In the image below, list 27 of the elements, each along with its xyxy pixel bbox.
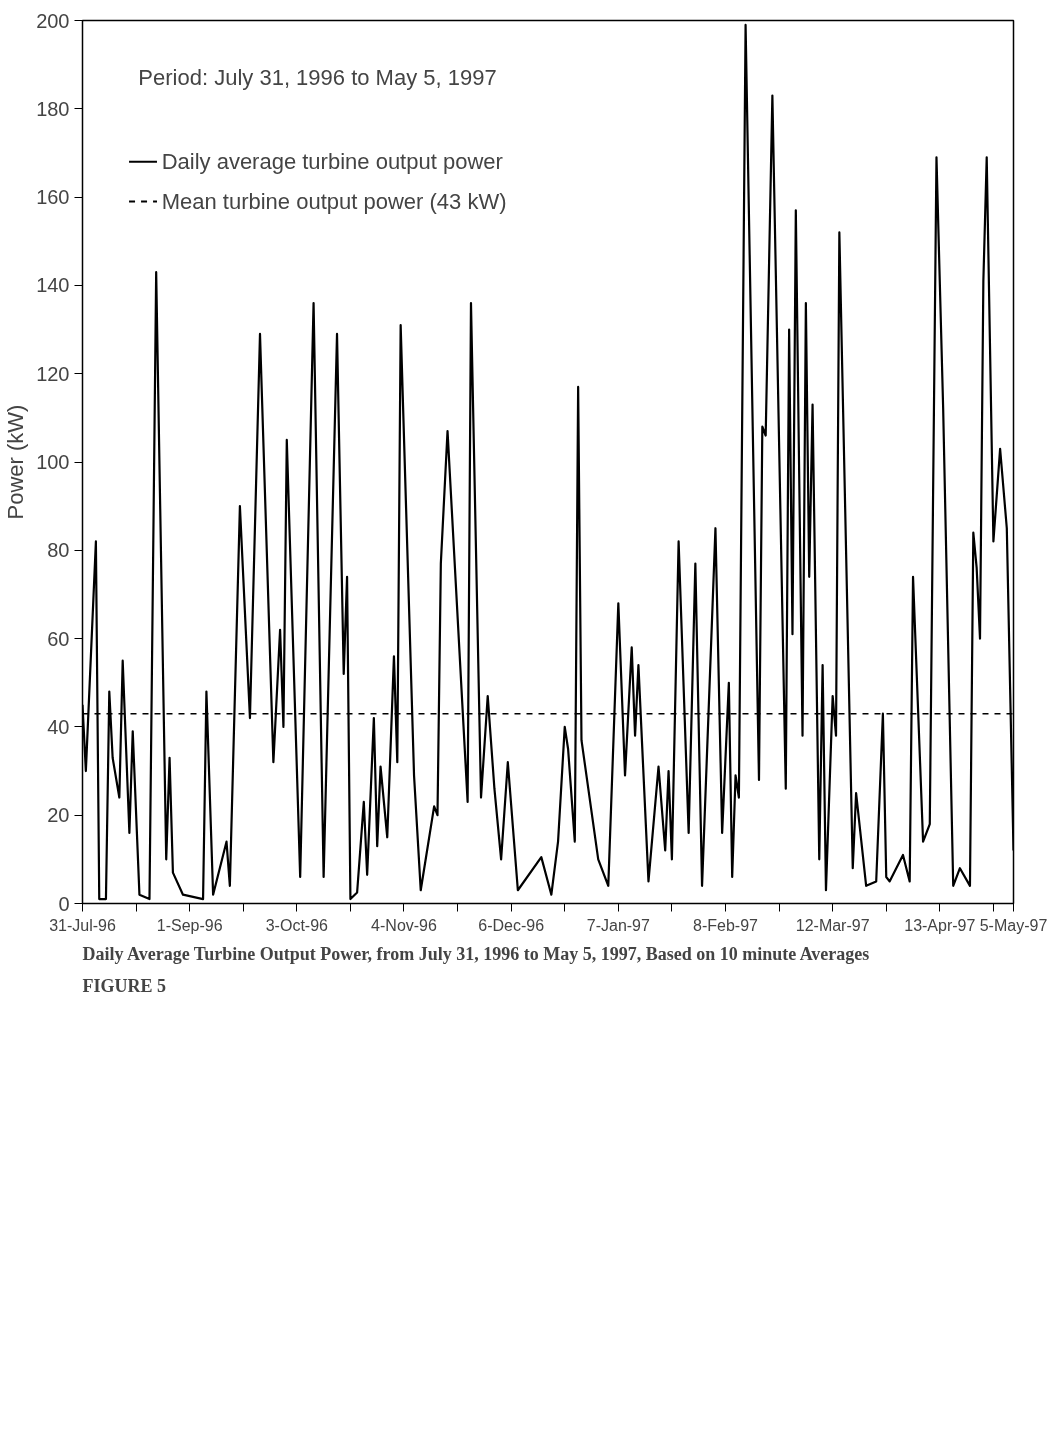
x-tick-label: 4-Nov-96 [371,916,437,934]
x-tick-label: 5-May-97 [979,916,1048,934]
y-tick-label: 100 [36,451,70,473]
x-tick-label: 8-Feb-97 [693,916,759,934]
x-tick-label: 1-Sep-96 [156,916,223,934]
x-tick-label: 13-Apr-97 [904,916,976,934]
y-tick-label: 200 [36,9,70,32]
y-tick-label: 140 [36,274,70,297]
y-tick-label: 40 [47,715,70,738]
x-tick-label: 12-Mar-97 [795,916,870,934]
y-tick-label: 60 [47,627,70,650]
y-tick-label: 120 [36,362,70,385]
text: Daily Average Turbine Output Power, from July 31, 1996 to May 5, 1997, Based on 10 minute Averages [82,943,870,964]
y-tick-label: 80 [47,539,70,562]
y-tick-label: 180 [36,97,70,120]
x-tick-label: 6-Dec-96 [478,916,545,934]
y-tick-label: 20 [47,804,70,827]
legend-label: Daily average turbine output power [161,149,503,175]
text: FIGURE 5 [82,975,167,996]
y-axis-title: Power (kW) [3,404,29,520]
x-tick-label: 31-Jul-96 [49,916,116,934]
x-tick-label: 7-Jan-97 [586,916,650,934]
annotation: Period: July 31, 1996 to May 5, 1997 [138,65,497,91]
x-tick-label: 3-Oct-96 [265,916,329,934]
y-tick-label: 0 [58,892,70,915]
legend-label: Mean turbine output power (43 kW) [161,189,507,215]
y-tick-label: 160 [36,186,70,209]
